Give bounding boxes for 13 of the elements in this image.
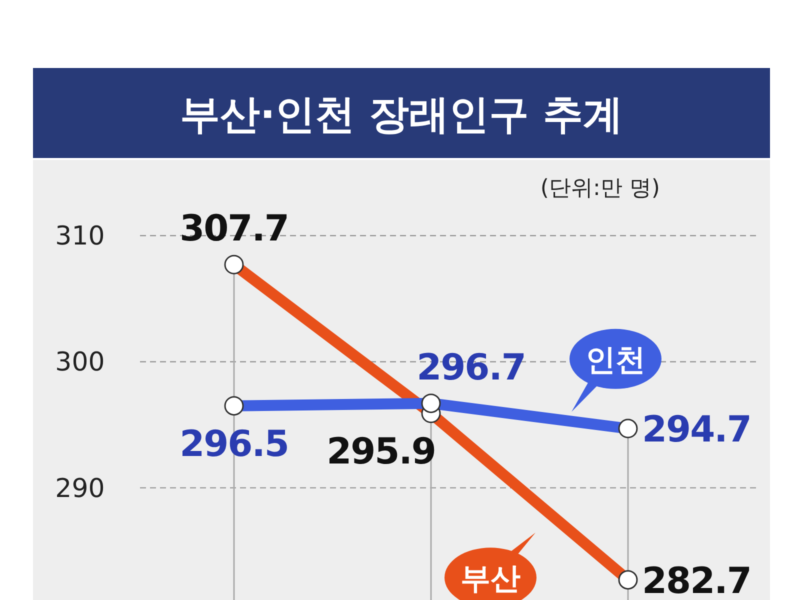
series-label: 인천 — [586, 342, 646, 378]
y-tick-label: 290 — [55, 474, 105, 504]
data-label: 307.7 — [180, 208, 288, 250]
data-label: 294.7 — [642, 410, 751, 451]
data-label: 296.7 — [416, 347, 526, 388]
data-label: 296.5 — [180, 424, 288, 465]
series-label: 부산 — [460, 562, 520, 597]
annotation: (단위:만 명) — [540, 176, 660, 201]
data-label: 282.7 — [642, 560, 751, 600]
data-label: 295.9 — [326, 431, 436, 472]
y-tick-label: 310 — [55, 222, 105, 252]
chart-title: 부산·인천 장래인구 추계 — [180, 92, 624, 138]
y-tick-label: 300 — [55, 348, 105, 378]
